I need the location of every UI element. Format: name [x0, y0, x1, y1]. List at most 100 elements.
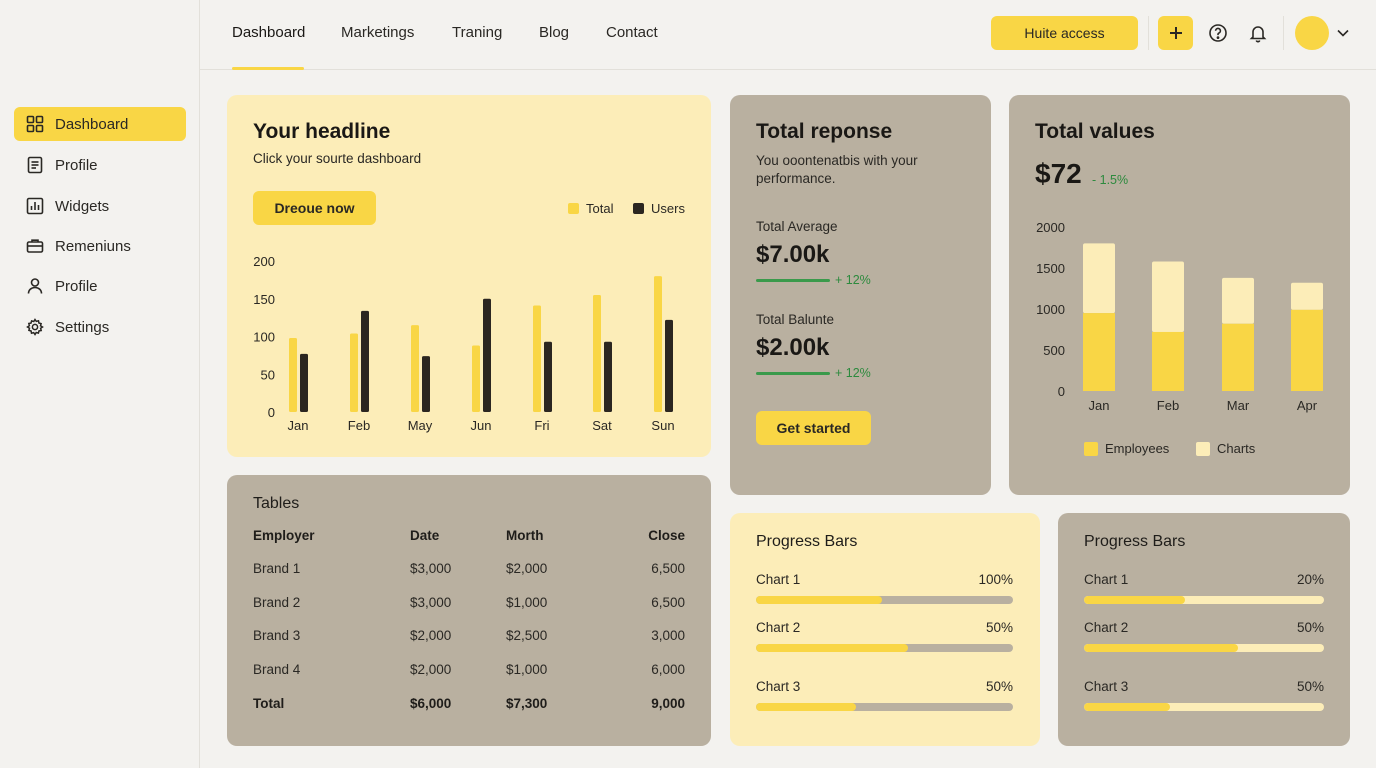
- stat-value: $7.00k: [756, 241, 830, 268]
- legend-total: Total: [568, 201, 613, 216]
- value-delta: - 1.5%: [1092, 173, 1129, 187]
- nav-contact[interactable]: Contact: [606, 24, 658, 41]
- x-tick-label: Sat: [592, 418, 612, 433]
- values-card: Total values $72 - 1.5% 0 500 1000 1500 2000…: [1009, 95, 1350, 495]
- y-tick-label: 200: [253, 254, 275, 269]
- sidebar-item-widgets[interactable]: Widgets: [14, 189, 186, 223]
- progress-bar: [1084, 703, 1324, 711]
- card-subtitle: Click your sourte dashboard: [253, 151, 422, 166]
- legend-label: Charts: [1217, 441, 1256, 456]
- sidebar-item-label: Settings: [55, 318, 110, 336]
- x-tick-label: Fri: [534, 418, 549, 433]
- notifications-button[interactable]: [1247, 22, 1269, 44]
- bar-charts: [1222, 277, 1254, 324]
- sidebar-item-dashboard[interactable]: Dashboard: [14, 107, 186, 141]
- table-cell: 3,000: [651, 628, 685, 643]
- get-started-button[interactable]: Get started: [756, 411, 871, 445]
- y-tick-label: 2000: [1036, 220, 1065, 235]
- table-cell: 6,500: [651, 595, 685, 610]
- divider: [1283, 16, 1284, 50]
- table-cell: $7,300: [506, 696, 548, 711]
- bar-total: [472, 345, 480, 412]
- bar-users: [361, 310, 369, 412]
- bar-employees: [1291, 309, 1323, 391]
- y-tick-label: 1000: [1036, 302, 1065, 317]
- progress-percent: 50%: [985, 620, 1013, 635]
- nav-marketings[interactable]: Marketings: [341, 24, 415, 41]
- x-tick-label: Apr: [1297, 398, 1318, 413]
- sidebar-item-label: Profile: [55, 277, 98, 295]
- table-cell: $3,000: [410, 595, 452, 610]
- nav-training[interactable]: Traning: [452, 24, 503, 41]
- briefcase-icon: [26, 237, 44, 255]
- account-menu-toggle[interactable]: [1335, 24, 1351, 42]
- progress-percent: 20%: [1296, 572, 1324, 587]
- sidebar-item-settings[interactable]: Settings: [14, 310, 186, 344]
- table-cell: 6,000: [651, 662, 685, 677]
- x-tick-label: Jan: [288, 418, 309, 433]
- sidebar-item-profile-2[interactable]: Profile: [14, 269, 186, 303]
- headline-card: Your headline Click your sourte dashboar…: [227, 95, 711, 457]
- bar-users: [604, 341, 612, 412]
- y-tick-label: 50: [261, 367, 275, 382]
- column-header: Morth: [506, 528, 544, 543]
- card-title: Total reponse: [756, 120, 893, 143]
- bar-users: [483, 298, 491, 412]
- bar-total: [593, 294, 601, 412]
- stat-delta: + 12%: [835, 273, 871, 287]
- stat-delta: + 12%: [835, 366, 871, 380]
- grid-icon: [26, 115, 44, 133]
- add-button[interactable]: [1158, 16, 1193, 50]
- progress-label: Chart 1: [756, 572, 801, 587]
- monthly-stacked-bar-chart: 0 500 1000 1500 2000 Jan Feb Mar Apr: [1036, 220, 1323, 413]
- bar-total: [411, 325, 419, 412]
- gear-icon: [26, 318, 44, 336]
- table-cell: $1,000: [506, 662, 548, 677]
- legend-users: Users: [633, 201, 685, 216]
- progress-label: Chart 2: [756, 620, 801, 635]
- total-value: $72: [1035, 158, 1082, 189]
- stat-trend-line: [756, 279, 830, 282]
- progress-card: Progress Bars Chart 1 100% Chart 2 50% C…: [730, 513, 1040, 746]
- primary-button[interactable]: Dreoue now: [253, 191, 376, 225]
- access-button[interactable]: Huite access: [991, 16, 1138, 50]
- weekly-bar-chart: 0 50 100 150 200 Jan Feb May Jun Fri Sat Sun: [253, 254, 674, 433]
- bar-total: [533, 305, 541, 412]
- bar-charts: [1152, 261, 1184, 332]
- legend-employees: Employees: [1084, 441, 1169, 456]
- progress-fill: [1084, 644, 1238, 652]
- divider: [1148, 16, 1149, 50]
- table-cell: Total: [253, 696, 285, 711]
- stat-label: Total Balunte: [756, 312, 835, 327]
- stat-label: Total Average: [756, 219, 838, 234]
- legend-swatch: [1196, 441, 1210, 456]
- progress-percent: 50%: [985, 679, 1013, 694]
- progress-label: Chart 3: [756, 679, 801, 694]
- avatar[interactable]: [1295, 16, 1329, 50]
- y-tick-label: 500: [1043, 343, 1065, 358]
- progress-percent: 50%: [1296, 620, 1324, 635]
- nav-dashboard[interactable]: Dashboard: [232, 24, 306, 41]
- stat-trend-line: [756, 372, 830, 375]
- legend-swatch: [1084, 441, 1098, 456]
- table-cell: $2,000: [410, 662, 452, 677]
- y-tick-label: 0: [268, 405, 275, 420]
- progress-fill: [756, 644, 908, 652]
- x-tick-label: May: [408, 418, 433, 433]
- nav-blog[interactable]: Blog: [539, 24, 570, 41]
- progress-label: Chart 1: [1084, 572, 1129, 587]
- progress-bar: [756, 596, 1013, 604]
- progress-fill: [756, 703, 857, 711]
- sidebar-item-remeniuns[interactable]: Remeniuns: [14, 229, 186, 263]
- card-title: Your headline: [253, 120, 391, 143]
- legend-label: Users: [651, 201, 685, 216]
- bar-charts: [1291, 282, 1323, 310]
- bar-employees: [1083, 313, 1115, 391]
- document-icon: [26, 156, 44, 174]
- column-header: Close: [648, 528, 685, 543]
- help-button[interactable]: [1207, 22, 1229, 44]
- plus-icon: [1169, 27, 1182, 39]
- progress-label: Chart 2: [1084, 620, 1129, 635]
- column-header: Date: [410, 528, 440, 543]
- sidebar-item-profile[interactable]: Profile: [14, 148, 186, 182]
